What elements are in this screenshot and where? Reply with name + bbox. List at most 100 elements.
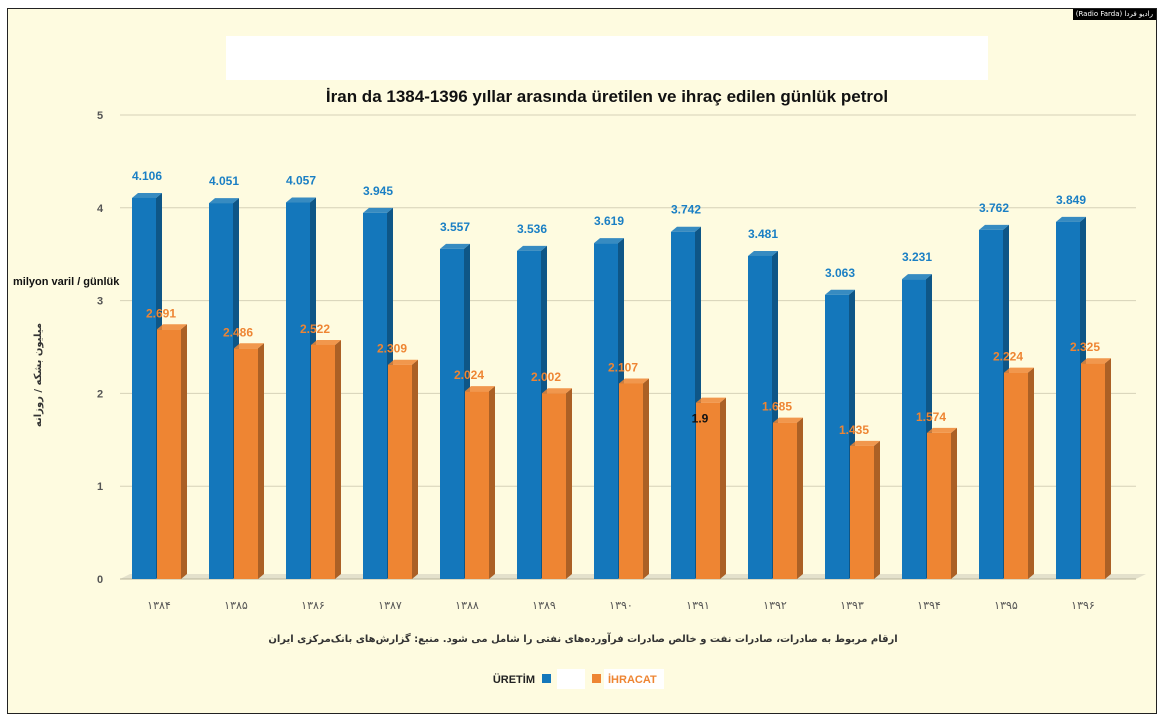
bar-side: [1028, 367, 1034, 579]
bar-top: [748, 250, 778, 256]
legend: ÜRETİM İHRACAT: [493, 669, 664, 689]
value-labels: 4.106 2.691 ۱۳۸۴ 4.051 2.486 ۱۳۸۵ 4.057 2.522 ۱۳…: [132, 169, 1100, 612]
production-value-label: 3.063: [825, 266, 855, 280]
bar-top: [209, 198, 239, 204]
y-tick-label: 5: [97, 110, 103, 122]
export-bar: [388, 364, 412, 579]
x-tick-label: ۱۳۹۴: [917, 599, 941, 612]
export-value-label: 2.691: [146, 306, 176, 320]
legend-label-bg: [604, 669, 664, 689]
production-value-label: 4.106: [132, 169, 162, 183]
bar-top: [619, 378, 649, 384]
production-bar: [1056, 221, 1080, 579]
y-tick-label: 2: [97, 388, 103, 400]
y-tick-label: 1: [97, 481, 103, 493]
bar-top: [594, 238, 624, 244]
bar-top: [1004, 367, 1034, 373]
production-value-label: 3.481: [748, 227, 778, 241]
bar-top: [311, 339, 341, 345]
chart-title: İran da 1384-1396 yıllar arasında üretil…: [326, 87, 888, 106]
production-value-label: 3.762: [979, 201, 1009, 215]
y-axis-label: milyon varil / günlük: [13, 276, 120, 288]
x-tick-label: ۱۳۹۵: [994, 599, 1018, 612]
chart-frame: İran da 1384-1396 yıllar arasında üretil…: [7, 8, 1157, 714]
production-value-label: 3.849: [1056, 193, 1086, 207]
export-bar: [157, 329, 181, 579]
bar-side: [951, 427, 957, 579]
export-bar: [850, 445, 874, 579]
legend-label-export: İHRACAT: [608, 673, 657, 686]
production-value-label: 3.231: [902, 250, 932, 264]
production-bar: [671, 231, 695, 579]
export-bar: [696, 402, 720, 579]
bar-top: [850, 440, 880, 446]
export-bar: [1081, 363, 1105, 579]
bar-top: [286, 197, 316, 203]
y-tick-label: 3: [97, 296, 103, 308]
bar-top: [465, 386, 495, 392]
bar-side: [258, 343, 264, 579]
export-bar: [311, 344, 335, 579]
production-value-label: 4.051: [209, 174, 239, 188]
radio-farda-watermark: (Radio Farda) رادیو فردا: [1072, 9, 1156, 20]
production-bar: [979, 229, 1003, 579]
x-tick-label: ۱۳۸۴: [147, 599, 171, 612]
export-bar: [927, 432, 951, 579]
bar-side: [1105, 358, 1111, 579]
x-tick-label: ۱۳۸۹: [532, 599, 556, 612]
y-tick-label: 0: [97, 574, 103, 586]
x-tick-label: ۱۳۸۸: [455, 599, 479, 612]
y-tick-label: 4: [97, 203, 104, 215]
production-value-label: 3.619: [594, 214, 624, 228]
bar-side: [566, 388, 572, 579]
chart: İran da 1384-1396 yıllar arasında üretil…: [13, 36, 1146, 689]
export-value-label: 2.486: [223, 325, 253, 339]
export-value-label: 1.685: [762, 400, 792, 414]
bar-side: [412, 359, 418, 579]
bar-top: [440, 243, 470, 249]
x-tick-label: ۱۳۸۵: [224, 599, 248, 612]
legend-swatch-production: [542, 674, 551, 683]
bar-top: [388, 359, 418, 365]
legend-label-production: ÜRETİM: [493, 673, 535, 686]
export-bar: [234, 348, 258, 579]
x-tick-label: ۱۳۹۶: [1071, 599, 1095, 612]
y-axis-label-persian: میلیون بشکه / روزانه: [33, 323, 44, 427]
bar-top: [1056, 216, 1086, 222]
bar-top: [902, 274, 932, 280]
bar-side: [874, 440, 880, 579]
bar-side: [797, 417, 803, 579]
x-tick-label: ۱۳۸۶: [301, 599, 325, 612]
production-bar: [363, 212, 387, 580]
legend-swatch-export: [592, 674, 601, 683]
bar-side: [335, 339, 341, 579]
x-tick-label: ۱۳۹۱: [686, 599, 710, 612]
production-bar: [517, 250, 541, 580]
bar-top: [363, 207, 393, 213]
export-value-label: 2.309: [377, 342, 407, 356]
production-bar: [286, 202, 310, 579]
export-value-label: 1.574: [916, 410, 946, 424]
export-value-label: 2.522: [300, 322, 330, 336]
export-bar: [773, 422, 797, 579]
production-value-label: 3.945: [363, 184, 393, 198]
export-value-label: 1.9: [692, 412, 709, 426]
x-tick-label: ۱۳۹۳: [840, 599, 864, 612]
bar-side: [181, 324, 187, 579]
export-value-label: 1.435: [839, 423, 869, 437]
production-value-label: 3.536: [517, 222, 547, 236]
export-bar: [1004, 372, 1028, 579]
bar-top: [979, 224, 1009, 230]
bar-top: [542, 388, 572, 394]
legend-spacer: [557, 669, 585, 689]
export-value-label: 2.224: [993, 350, 1023, 364]
bar-top: [234, 343, 264, 349]
export-bar: [619, 383, 643, 579]
production-bar: [748, 255, 772, 579]
production-value-label: 4.057: [286, 174, 316, 188]
bar-top: [671, 226, 701, 232]
source-note: ارقام مربوط به صادرات، صادرات نفت و خالص…: [268, 632, 897, 645]
bar-side: [643, 378, 649, 579]
bar-top: [517, 245, 547, 251]
export-bar: [465, 391, 489, 579]
